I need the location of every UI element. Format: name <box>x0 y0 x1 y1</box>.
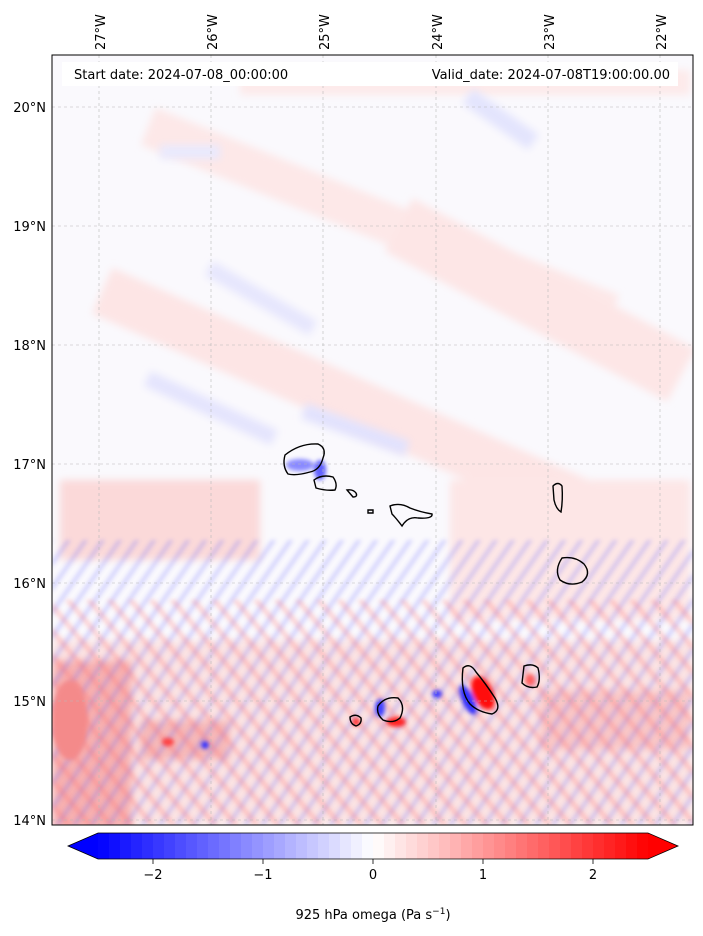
colorbar-segment <box>637 833 649 859</box>
colorbar-segment <box>307 833 319 859</box>
island-santo-antao <box>283 443 325 476</box>
colorbar-tick-label: 1 <box>479 868 487 883</box>
colorbar-segment <box>604 833 616 859</box>
colorbar-extend-high <box>648 833 678 859</box>
colorbar-segment <box>230 833 242 859</box>
colorbar-segment <box>549 833 561 859</box>
island-fogo <box>376 696 404 723</box>
colorbar-segment <box>109 833 121 859</box>
colorbar-outline <box>66 832 680 860</box>
island-maio <box>521 664 540 689</box>
coastlines <box>283 443 589 727</box>
colorbar-segment <box>593 833 605 859</box>
lon-tick-label: 25°W <box>318 14 333 50</box>
colorbar-segment <box>329 833 341 859</box>
colorbar-segment <box>505 833 517 859</box>
colorbar-tick-label: −2 <box>143 868 162 883</box>
colorbar-segment <box>571 833 583 859</box>
colorbar-segment <box>494 833 506 859</box>
colorbar-segment <box>395 833 407 859</box>
colorbar-segment <box>208 833 220 859</box>
lat-tick-label: 19°N <box>13 220 46 235</box>
colorbar-segment <box>153 833 165 859</box>
colorbar-segment <box>351 833 363 859</box>
island-santa-luzia <box>345 489 358 498</box>
colorbar-segment <box>560 833 572 859</box>
lon-tick-labels: 27°W 26°W 25°W 24°W 23°W 22°W <box>94 14 670 50</box>
colorbar-segment <box>296 833 308 859</box>
colorbar-segment <box>197 833 209 859</box>
colorbar-segment <box>252 833 264 859</box>
colorbar-tick-label: 2 <box>589 868 597 883</box>
colorbar-segment <box>120 833 132 859</box>
valid-date-label: Valid_date: 2024-07-08T19:00:00.00 <box>432 68 670 83</box>
colorbar-segment <box>142 833 154 859</box>
island-boa-vista <box>556 556 589 585</box>
lat-tick-label: 15°N <box>13 695 46 710</box>
lat-tick-label: 18°N <box>13 339 46 354</box>
colorbar-label: 925 hPa omega (Pa s−1) <box>295 907 450 923</box>
omega-field <box>52 55 693 825</box>
colorbar-segment <box>615 833 627 859</box>
colorbar-segment <box>98 833 110 859</box>
colorbar-segment <box>263 833 275 859</box>
colorbar: −2 −1 0 1 2 925 hPa omega (Pa s−1) <box>66 832 680 923</box>
colorbar-segment <box>626 833 638 859</box>
lon-tick-label: 24°W <box>431 14 446 50</box>
lat-tick-label: 16°N <box>13 577 46 592</box>
colorbar-segment <box>241 833 253 859</box>
colorbar-segment <box>274 833 286 859</box>
colorbar-segment <box>164 833 176 859</box>
island-raso <box>367 509 374 514</box>
map-frame <box>51 54 694 826</box>
colorbar-extend-low <box>68 833 98 859</box>
colorbar-segment <box>582 833 594 859</box>
colorbar-segment <box>538 833 550 859</box>
island-sao-nicolau <box>389 503 433 528</box>
lon-tick-label: 22°W <box>655 14 670 50</box>
island-brava <box>349 714 362 727</box>
colorbar-segment <box>461 833 473 859</box>
lon-tick-label: 23°W <box>543 14 558 50</box>
island-sal <box>552 482 564 514</box>
map-gridlines <box>52 55 693 825</box>
colorbar-segment <box>373 833 385 859</box>
lat-tick-label: 14°N <box>13 814 46 829</box>
lat-tick-label: 17°N <box>13 458 46 473</box>
colorbar-ticks: −2 −1 0 1 2 <box>143 859 597 883</box>
colorbar-segment <box>472 833 484 859</box>
colorbar-segment <box>362 833 374 859</box>
colorbar-tick-label: 0 <box>369 868 377 883</box>
colorbar-segment <box>483 833 495 859</box>
colorbar-segment <box>175 833 187 859</box>
colorbar-segment <box>131 833 143 859</box>
colorbar-segment <box>417 833 429 859</box>
colorbar-segment <box>527 833 539 859</box>
colorbar-segments <box>98 833 649 859</box>
colorbar-tick-label: −1 <box>253 868 272 883</box>
colorbar-segment <box>516 833 528 859</box>
colorbar-segment <box>428 833 440 859</box>
lon-tick-label: 26°W <box>206 14 221 50</box>
island-santiago <box>461 665 499 715</box>
colorbar-segment <box>186 833 198 859</box>
colorbar-segment <box>439 833 451 859</box>
date-annotation-box <box>62 62 678 86</box>
colorbar-segment <box>384 833 396 859</box>
colorbar-segment <box>406 833 418 859</box>
colorbar-segment <box>285 833 297 859</box>
colorbar-segment <box>340 833 352 859</box>
colorbar-segment <box>450 833 462 859</box>
colorbar-segment <box>219 833 231 859</box>
start-date-label: Start date: 2024-07-08_00:00:00 <box>74 68 288 83</box>
lat-tick-labels: 20°N 19°N 18°N 17°N 16°N 15°N 14°N <box>13 101 46 829</box>
colorbar-segment <box>318 833 330 859</box>
island-sao-vicente <box>313 475 337 491</box>
lat-tick-label: 20°N <box>13 101 46 116</box>
lon-tick-label: 27°W <box>94 14 109 50</box>
